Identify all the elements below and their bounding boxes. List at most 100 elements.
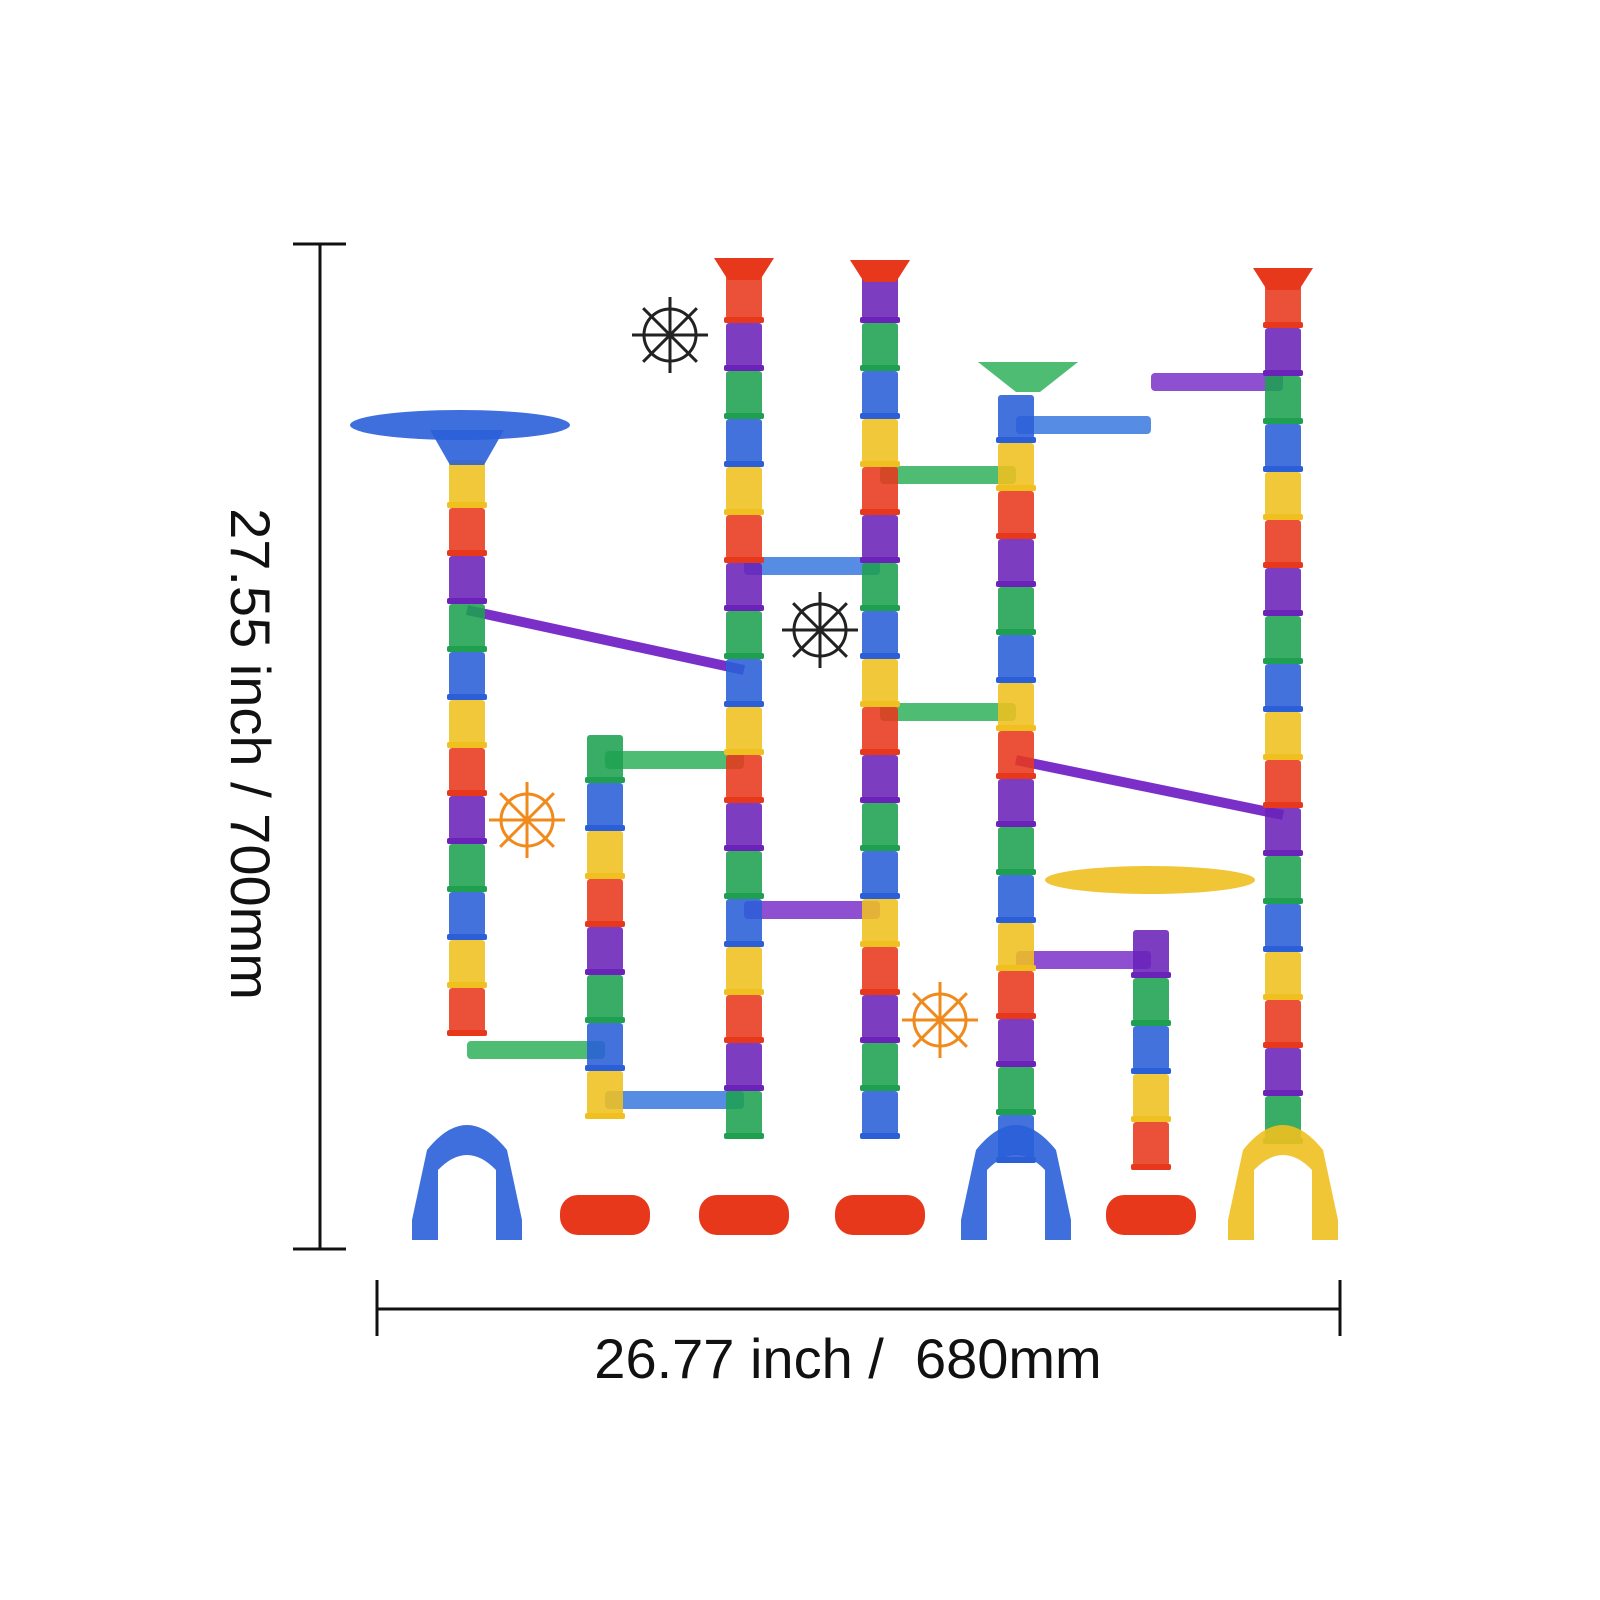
tube-segment <box>862 1091 898 1135</box>
tube-segment <box>998 971 1034 1015</box>
tube-joint <box>724 1133 764 1139</box>
tube-joint <box>996 533 1036 539</box>
connector <box>744 901 880 919</box>
height-label: 27.55 inch / 700mm <box>219 508 282 1000</box>
tube-joint <box>996 965 1036 971</box>
tube-cap <box>1253 268 1313 290</box>
wheel-spoke <box>668 333 698 363</box>
tube-joint <box>1131 1068 1171 1074</box>
tube-joint <box>1263 610 1303 616</box>
tube-segment <box>726 611 762 655</box>
tube-segment <box>726 995 762 1039</box>
tube-joint <box>1263 370 1303 376</box>
tube-segment <box>998 395 1034 439</box>
tube-joint <box>860 509 900 515</box>
tube-joint <box>860 701 900 707</box>
wheel-spoke <box>938 1018 968 1048</box>
tube-joint <box>860 941 900 947</box>
tube-segment <box>587 975 623 1019</box>
tube-segment <box>862 371 898 415</box>
marble-run <box>350 258 1338 1240</box>
tube-joint <box>724 749 764 755</box>
tube-cap <box>850 260 910 282</box>
tube-joint <box>860 845 900 851</box>
round-base <box>560 1195 650 1235</box>
tube-segment <box>449 508 485 552</box>
tube-joint <box>1263 994 1303 1000</box>
tube-segment <box>1133 1122 1169 1166</box>
tube-segment <box>862 1043 898 1087</box>
tube-joint <box>724 797 764 803</box>
tube-segment <box>998 539 1034 583</box>
tube-joint <box>1131 1164 1171 1170</box>
tube-segment <box>862 947 898 991</box>
tube-segment <box>449 844 485 888</box>
tube-segment <box>862 611 898 655</box>
tube-segment <box>998 635 1034 679</box>
connector <box>880 466 1016 484</box>
tube-segment <box>1265 568 1301 612</box>
tube-joint <box>724 1085 764 1091</box>
tube-joint <box>724 941 764 947</box>
tube-segment <box>862 323 898 367</box>
tube-joint <box>585 969 625 975</box>
tube-segment <box>862 755 898 799</box>
tube-joint <box>860 1133 900 1139</box>
leg-base <box>1228 1125 1338 1240</box>
tube-joint <box>860 1085 900 1091</box>
tube-joint <box>860 317 900 323</box>
tube-segment <box>862 995 898 1039</box>
tube-joint <box>724 413 764 419</box>
tube-joint <box>860 365 900 371</box>
tube-segment <box>587 783 623 827</box>
tube-joint <box>860 653 900 659</box>
tube-segment <box>1265 856 1301 900</box>
tube-segment <box>998 1019 1034 1063</box>
tube-joint <box>724 509 764 515</box>
leg-base <box>412 1125 522 1240</box>
tube-joint <box>585 1065 625 1071</box>
tube-segment <box>726 707 762 751</box>
tube-joint <box>724 365 764 371</box>
tube-segment <box>726 323 762 367</box>
tube-joint <box>996 1157 1036 1163</box>
tube-joint <box>585 921 625 927</box>
tube-joint <box>996 917 1036 923</box>
tube-joint <box>996 629 1036 635</box>
tube-joint <box>860 605 900 611</box>
wheel-spoke <box>792 602 822 632</box>
wheel-spoke <box>938 992 968 1022</box>
tube-joint <box>996 821 1036 827</box>
tube-joint <box>860 893 900 899</box>
tube-segment <box>449 748 485 792</box>
tube-segment <box>998 731 1034 775</box>
tube-joint <box>1131 1116 1171 1122</box>
tube-segment <box>1265 472 1301 516</box>
round-base <box>835 1195 925 1235</box>
tube-segment <box>998 779 1034 823</box>
tube-segment <box>449 700 485 744</box>
tube-joint <box>447 742 487 748</box>
tube-joint <box>1131 1020 1171 1026</box>
tube-segment <box>1133 930 1169 974</box>
tube-joint <box>1263 1090 1303 1096</box>
tube-segment <box>862 851 898 895</box>
tube-segment <box>1265 664 1301 708</box>
wheel-spoke <box>525 792 555 822</box>
tube-joint <box>447 934 487 940</box>
wheel-spoke <box>642 307 672 337</box>
tube-segment <box>998 827 1034 871</box>
tube-joint <box>724 701 764 707</box>
tube-segment <box>726 803 762 847</box>
tube-segment <box>998 1067 1034 1111</box>
tube-joint <box>1263 1042 1303 1048</box>
tube-joint <box>996 581 1036 587</box>
tube-joint <box>724 1037 764 1043</box>
tube-joint <box>860 989 900 995</box>
tube-joint <box>724 653 764 659</box>
tube-joint <box>1263 418 1303 424</box>
green-funnel <box>978 362 1078 392</box>
tube-joint <box>1263 562 1303 568</box>
